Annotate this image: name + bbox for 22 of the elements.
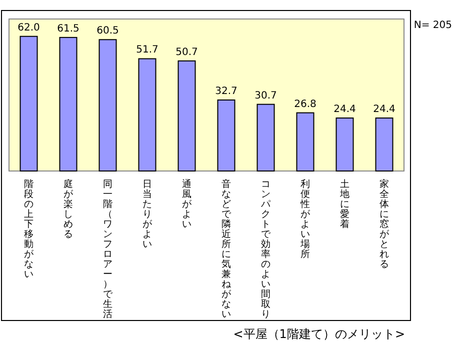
x-tick-label: 日当たりがよい (142, 179, 152, 250)
x-tick-label: 音などで隣近所に気兼ねがない (221, 179, 232, 320)
data-label: 24.4 (334, 104, 356, 116)
data-label: 50.7 (176, 46, 198, 58)
data-label: 60.5 (96, 26, 119, 37)
data-label: 61.5 (57, 23, 80, 34)
x-tick-label: 利便性がよい場所 (300, 179, 310, 260)
data-label: 51.7 (136, 44, 158, 56)
text: N= 205 (414, 20, 452, 31)
x-tick-label: 土地に愛着 (340, 179, 350, 230)
data-label: 30.7 (254, 90, 277, 102)
data-label: 32.7 (215, 86, 238, 97)
data-label: 26.8 (294, 98, 316, 110)
x-tick-label: 家全体に窓がとれる (379, 179, 390, 270)
x-tick-label: 階段の上下移動がない (24, 179, 34, 280)
data-label: 24.4 (373, 104, 396, 116)
data-label: 62.0 (18, 22, 40, 34)
x-tick-label: コンパクトで効率のよい間取り (260, 179, 271, 320)
text: <平屋（1階建て）のメリット> (233, 327, 405, 341)
x-tick-label: 庭が楽しめる (63, 179, 74, 240)
x-tick-label: 通風がよい (182, 179, 192, 230)
x-tick-label: 同一階（ワンフロアー）で生活 (102, 179, 113, 320)
